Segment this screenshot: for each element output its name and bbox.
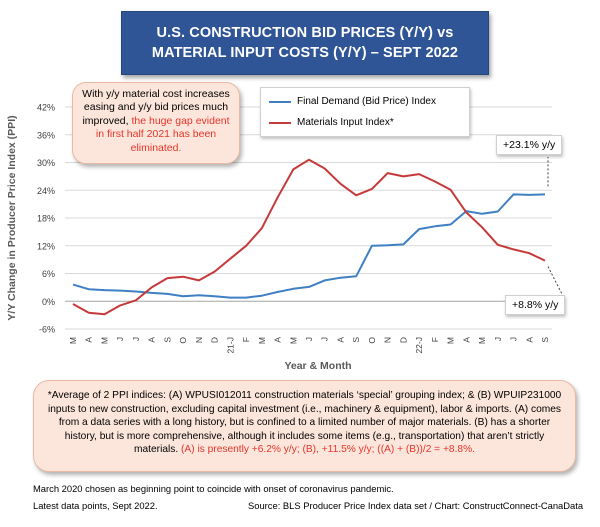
y-tick-label: 42%	[37, 103, 55, 113]
x-tick-label: A	[84, 337, 94, 343]
legend-label-material: Materials Input Index*	[297, 117, 394, 128]
x-tick-label: N	[383, 337, 393, 343]
chart-title: U.S. CONSTRUCTION BID PRICES (Y/Y) vs MA…	[121, 11, 489, 75]
note-latest-data: Latest data points, Sept 2022.	[33, 500, 158, 511]
note-start-point: March 2020 chosen as beginning point to …	[33, 483, 394, 494]
y-tick-label: 24%	[37, 186, 55, 196]
line-chart: -6%0%6%12%18%24%30%36%42% M A M J J A S O N D 21-J…	[6, 103, 563, 372]
legend-item-material: Materials Input Index*	[269, 117, 394, 128]
x-axis-label: Year & Month	[284, 360, 351, 372]
x-tick-label: J	[131, 337, 141, 341]
legend-swatch-bid	[269, 100, 291, 103]
footnote-text-highlight: (A) is presently +6.2% y/y; (B), +11.5% …	[181, 444, 475, 456]
x-tick-label: M	[477, 337, 487, 344]
callout-box: With y/y material cost increases easing …	[72, 82, 240, 164]
x-tick-label: N	[194, 337, 204, 343]
x-tick-label: J	[115, 337, 125, 341]
x-tick-label: A	[461, 337, 471, 343]
callout-text: With y/y material cost increases easing …	[82, 88, 230, 127]
x-tick-label: F	[430, 337, 440, 342]
footnote-box: *Average of 2 PPI indices: (A) WPUSI0120…	[33, 380, 576, 472]
legend: Final Demand (Bid Price) Index Materials…	[260, 87, 470, 137]
chart-title-line2: MATERIAL INPUT COSTS (Y/Y) – SEPT 2022	[151, 45, 459, 61]
x-tick-label: A	[335, 337, 345, 343]
x-tick-label: S	[162, 337, 172, 343]
x-tick-label: M	[99, 337, 109, 344]
y-axis-ticks: -6% 0% 6% 12% 18% 24% 30% 36% 42%	[37, 103, 55, 335]
y-axis-label: Y/Y Change in Producer Price Index (PPI)	[6, 115, 18, 320]
y-tick-label: 12%	[37, 241, 55, 251]
footnote-text: *Average of 2 PPI indices: (A) WPUSI0120…	[47, 390, 562, 456]
x-tick-label: D	[210, 337, 220, 343]
y-tick-label: 0%	[42, 297, 55, 307]
x-tick-label: M	[288, 337, 298, 344]
legend-item-bid: Final Demand (Bid Price) Index	[269, 96, 436, 107]
y-tick-label: -6%	[39, 325, 55, 335]
source-note: Source: BLS Producer Price Index data se…	[248, 500, 584, 511]
y-tick-label: 36%	[37, 130, 55, 140]
x-tick-label: S	[351, 337, 361, 343]
x-tick-label: F	[241, 337, 251, 342]
y-tick-label: 6%	[42, 269, 55, 279]
bid-latest-label: +23.1% y/y	[496, 135, 563, 155]
x-tick-label: J	[304, 337, 314, 341]
legend-swatch-material	[269, 121, 291, 124]
materials-input-line	[72, 158, 546, 316]
material-latest-label: +8.8% y/y	[505, 295, 566, 315]
y-tick-label: 18%	[37, 214, 55, 224]
material-label-leader	[547, 266, 563, 295]
x-tick-label: A	[524, 337, 534, 343]
x-tick-label: D	[398, 337, 408, 343]
x-tick-label: A	[273, 337, 283, 343]
x-tick-label: J	[493, 337, 503, 341]
x-tick-label: 21-J	[225, 337, 235, 354]
callout-text-highlight: the huge gap evident in first half 2021 …	[95, 114, 230, 154]
x-tick-label: 22-J	[414, 337, 424, 354]
x-tick-label: J	[509, 337, 519, 341]
x-tick-label: A	[147, 337, 157, 343]
y-tick-label: 30%	[37, 158, 55, 168]
x-tick-label: M	[446, 337, 456, 344]
legend-label-bid: Final Demand (Bid Price) Index	[297, 96, 436, 107]
x-axis-ticks: M A M J J A S O N D 21-J F M A M J J A S O N D 22-J F M A M J J A S	[68, 337, 550, 354]
label-leader-lines	[547, 157, 563, 295]
x-tick-label: M	[257, 337, 267, 344]
x-tick-label: O	[367, 337, 377, 344]
x-tick-label: O	[178, 337, 188, 344]
series-lines	[72, 158, 546, 316]
x-tick-label: M	[68, 337, 78, 344]
chart-title-line1: U.S. CONSTRUCTION BID PRICES (Y/Y) vs	[156, 25, 454, 41]
x-tick-label: S	[540, 337, 550, 343]
x-tick-label: J	[320, 337, 330, 341]
